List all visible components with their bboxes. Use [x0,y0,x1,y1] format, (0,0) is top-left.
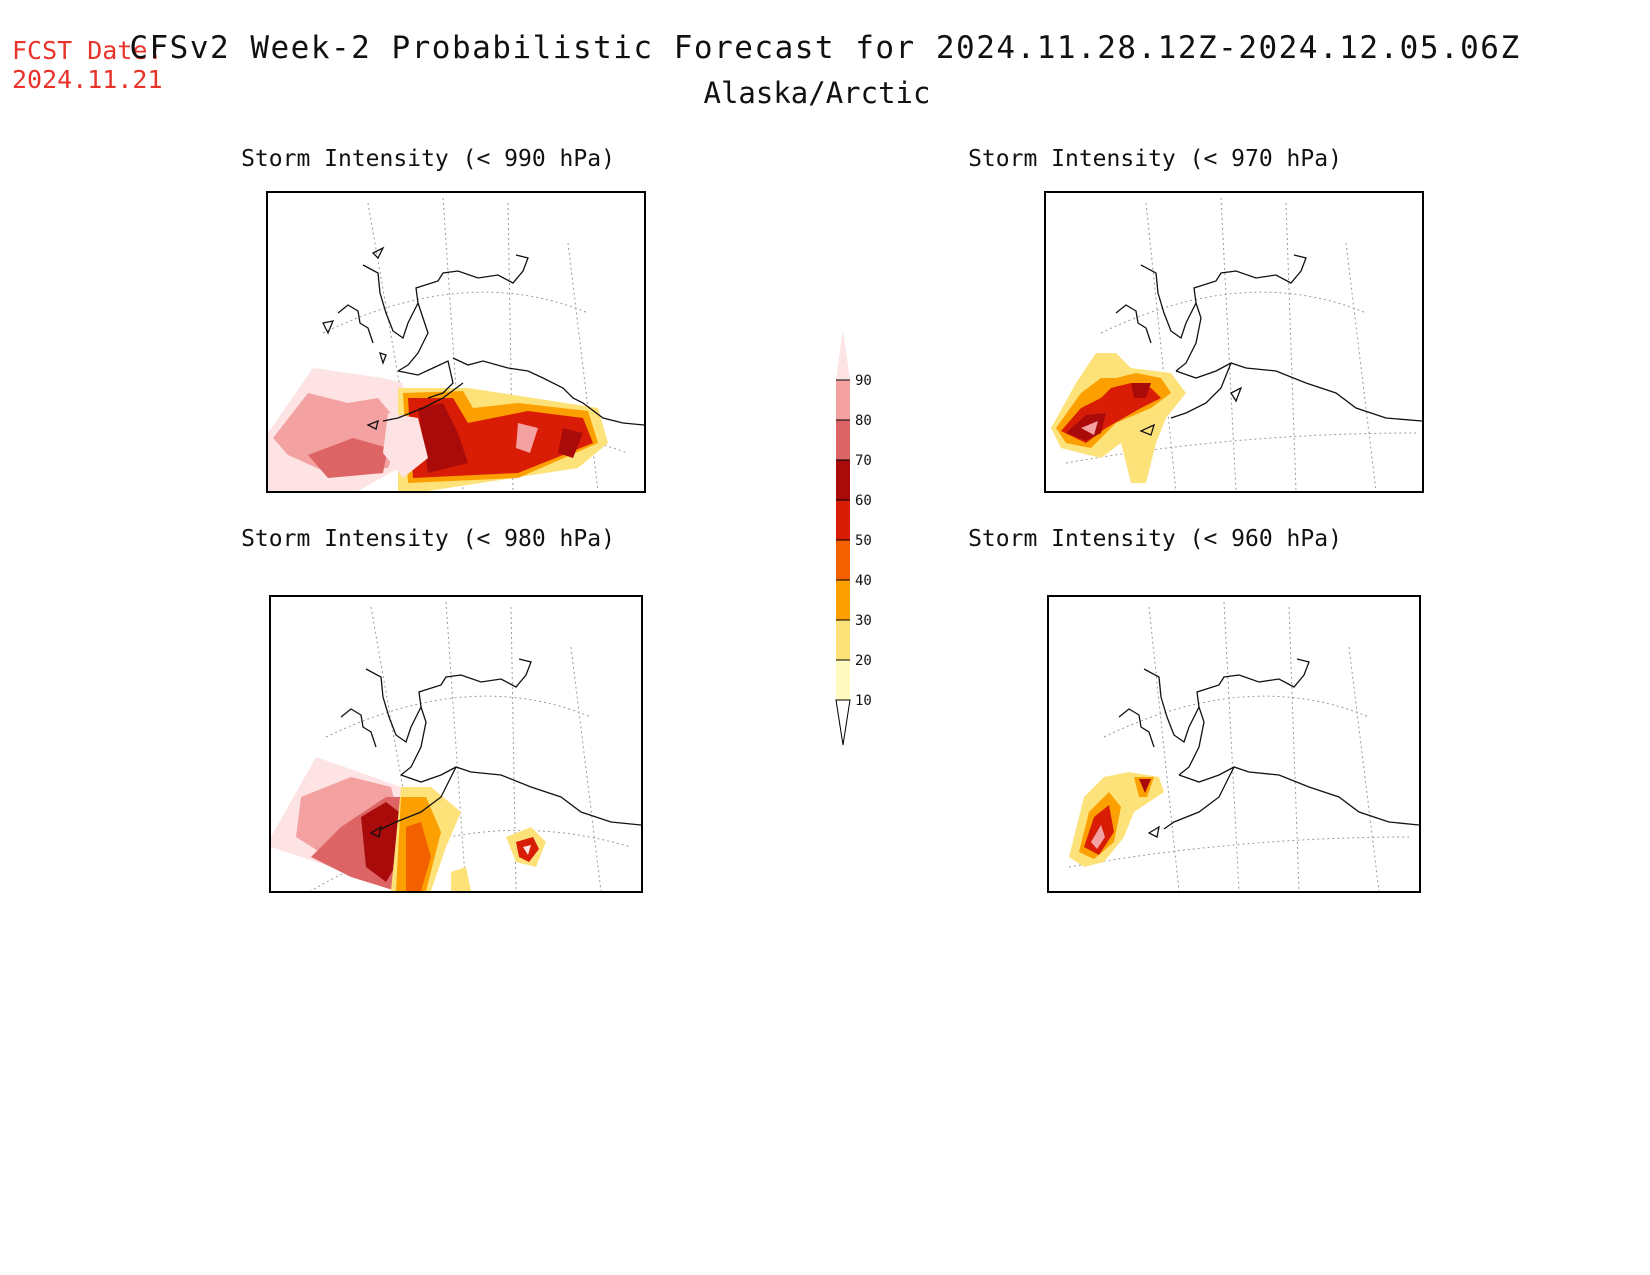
probability-field [268,368,608,491]
map-panel-970 [1044,191,1424,493]
probability-field [271,757,546,891]
map-panel-980 [269,595,643,893]
map-960 [1068,601,1419,891]
region-subtitle: Alaska/Arctic [703,76,931,110]
legend-swatch-40_50 [836,540,850,580]
panel-title-960: Storm Intensity (< 960 hPa) [968,526,1342,552]
legend-swatch-80_90 [836,380,850,420]
forecast-date-label: FCST Date: 2024.11.21 [12,36,163,94]
panel-title-990: Storm Intensity (< 990 hPa) [241,146,615,172]
map-990 [268,197,644,491]
map-panel-960 [1047,595,1421,893]
legend-bars [835,330,851,746]
coastline [322,246,644,430]
panel-title-980: Storm Intensity (< 980 hPa) [241,526,615,552]
legend-swatch-60_70 [836,460,850,500]
legend-label-70: 70 [855,453,872,469]
graticule [1068,601,1410,891]
legend-swatch-top [836,330,850,380]
color-legend: 90 80 70 60 50 40 30 20 10 [835,330,872,746]
legend-label-50: 50 [855,533,872,549]
legend-labels: 90 80 70 60 50 40 30 20 10 [836,373,872,709]
probability-field [1069,772,1164,867]
page-title: CFSv2 Week-2 Probabilistic Forecast for … [129,30,1521,66]
legend-swatch-bottom [835,699,851,746]
legend-swatch-50_60 [836,500,850,540]
legend-swatch-30_40 [836,580,850,620]
legend-label-20: 20 [855,653,872,669]
coastline [1115,254,1422,436]
panel-title-970: Storm Intensity (< 970 hPa) [968,146,1342,172]
fcst-date-value: 2024.11.21 [12,65,163,94]
coastline [340,658,641,838]
probability-field [1051,353,1186,483]
graticule [1065,197,1417,491]
legend-label-60: 60 [855,493,872,509]
map-970 [1051,197,1422,491]
legend-label-80: 80 [855,413,872,429]
fcst-date-caption: FCST Date: [12,36,163,65]
legend-swatch-10_20 [836,660,850,700]
legend-label-30: 30 [855,613,872,629]
coastline [1118,658,1419,838]
legend-swatch-70_80 [836,420,850,460]
map-panel-990 [266,191,646,493]
legend-swatch-20_30 [836,620,850,660]
legend-label-90: 90 [855,373,872,389]
legend-label-10: 10 [855,693,872,709]
legend-label-40: 40 [855,573,872,589]
map-980 [271,601,641,891]
